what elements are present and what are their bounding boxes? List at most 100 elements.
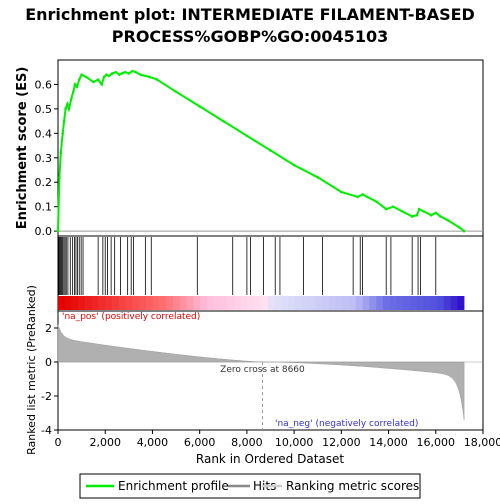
es-point [128, 72, 131, 75]
es-point [111, 72, 114, 75]
chart-title-line-1: Enrichment plot: INTERMEDIATE FILAMENT-B… [25, 5, 475, 24]
es-point [401, 210, 404, 213]
heat-band [295, 296, 302, 310]
es-y-tick-label: 0.1 [35, 201, 53, 214]
es-point [103, 76, 106, 79]
es-point [118, 73, 121, 76]
es-point [85, 76, 88, 79]
heat-band [410, 296, 417, 310]
es-y-tick-label: 0.6 [35, 78, 53, 91]
es-point [175, 90, 178, 93]
es-point [64, 108, 67, 111]
heat-band [383, 296, 390, 310]
es-y-tick-label: 0.5 [35, 103, 53, 116]
heat-band [363, 296, 370, 310]
es-y-tick-label: 0.4 [35, 127, 53, 140]
es-y-tick-label: 0.3 [35, 152, 53, 165]
es-point [222, 120, 225, 123]
heat-band [444, 296, 451, 310]
heat-band [92, 296, 99, 310]
heat-band [214, 296, 221, 310]
heat-band [322, 296, 329, 310]
heat-band [146, 296, 153, 310]
heat-band [424, 296, 431, 310]
heat-band [451, 296, 458, 310]
rank-heat-bar [58, 296, 464, 310]
es-point [97, 78, 100, 81]
es-point [423, 210, 426, 213]
es-point [58, 176, 61, 179]
es-point [66, 103, 69, 106]
zero-cross-label: Zero cross at 8660 [220, 365, 305, 375]
heat-band [369, 296, 376, 310]
heat-band [336, 296, 343, 310]
es-y-axis-label: Enrichment score (ES) [15, 67, 30, 230]
es-point [392, 205, 395, 208]
heat-band [85, 296, 92, 310]
heat-band [78, 296, 85, 310]
heat-band [356, 296, 363, 310]
es-point [115, 71, 118, 74]
x-tick-label: 10,000 [275, 436, 314, 449]
es-point [74, 83, 77, 86]
heat-band [403, 296, 410, 310]
heat-band [396, 296, 403, 310]
es-point [418, 208, 421, 211]
es-point [61, 132, 64, 135]
heat-band [248, 296, 255, 310]
es-point [293, 164, 296, 167]
es-point [100, 83, 103, 86]
heat-band [160, 296, 167, 310]
heat-band [342, 296, 349, 310]
heat-band [227, 296, 234, 310]
x-tick-label: 14,000 [369, 436, 408, 449]
heat-band [187, 296, 194, 310]
es-point [57, 230, 60, 233]
heat-band [302, 296, 309, 310]
heat-band [329, 296, 336, 310]
x-tick-label: 2,000 [89, 436, 121, 449]
es-point [139, 73, 142, 76]
es-point [434, 211, 437, 214]
heat-band [241, 296, 248, 310]
heat-band [126, 296, 133, 310]
es-point [446, 219, 449, 222]
heat-band [139, 296, 146, 310]
heat-band [437, 296, 444, 310]
es-point [340, 191, 343, 194]
es-point [269, 149, 272, 152]
es-point [68, 108, 71, 111]
x-tick-label: 0 [55, 436, 62, 449]
heat-band [173, 296, 180, 310]
es-point [385, 208, 388, 211]
es-point [124, 71, 127, 74]
es-point [131, 70, 134, 73]
es-y-tick-label: 0.2 [35, 176, 53, 189]
es-point [416, 214, 419, 217]
es-point [357, 196, 360, 199]
chart-title-line-2: PROCESS%GOBP%GO:0045103 [112, 27, 388, 46]
heat-band [112, 296, 119, 310]
heat-band [349, 296, 356, 310]
heat-band [153, 296, 160, 310]
x-tick-label: 12,000 [322, 436, 361, 449]
heat-band [390, 296, 397, 310]
heat-band [105, 296, 112, 310]
heat-band [417, 296, 424, 310]
es-point [463, 230, 466, 233]
heat-band [430, 296, 437, 310]
heat-band [268, 296, 275, 310]
heat-band [193, 296, 200, 310]
es-point [72, 90, 75, 93]
legend-es-label: Enrichment profile [118, 479, 229, 493]
es-point [375, 200, 378, 203]
es-point [366, 196, 369, 199]
heat-band [132, 296, 139, 310]
x-tick-label: 8,000 [231, 436, 263, 449]
es-point [144, 75, 147, 78]
heat-band [288, 296, 295, 310]
metric-y-tick-label: 2 [45, 322, 52, 335]
heat-band [254, 296, 261, 310]
es-point [198, 105, 201, 108]
